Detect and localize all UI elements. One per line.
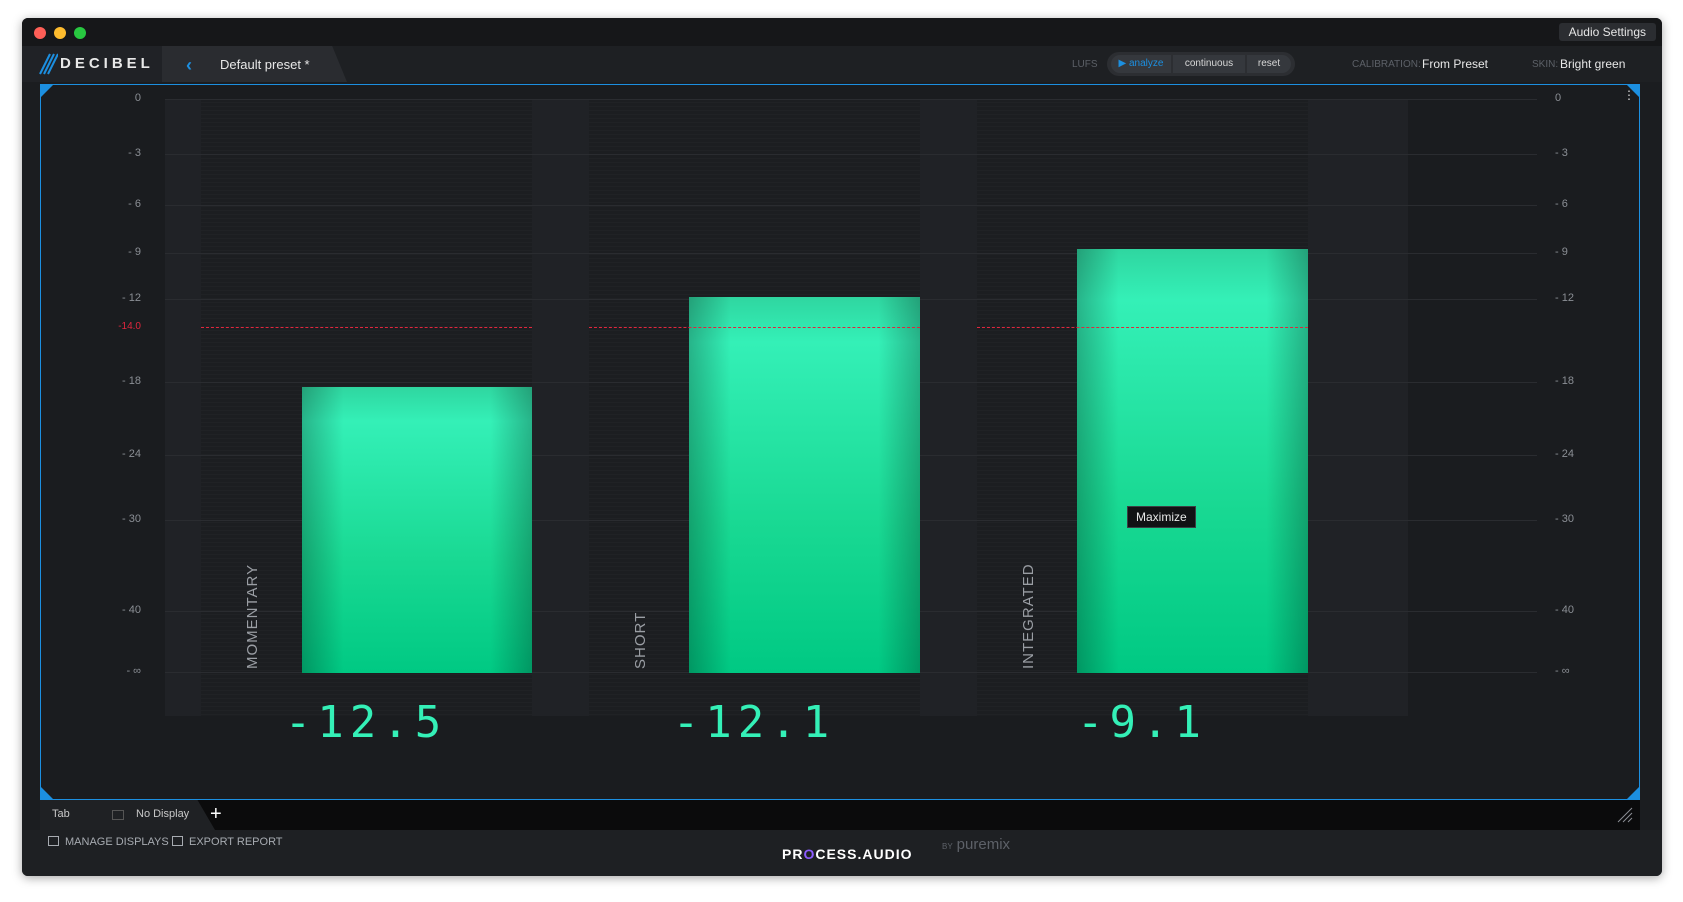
scale-tick-left: - 3 xyxy=(128,147,141,159)
scale-tick-left: - 40 xyxy=(122,604,141,616)
manage-displays-link[interactable]: MANAGE DISPLAYS xyxy=(48,836,169,848)
brand-pre: PR xyxy=(782,846,804,862)
decibel-window: Audio Settings DECIBEL ‹ Default preset … xyxy=(22,18,1662,876)
scale-tick-right: - 30 xyxy=(1555,513,1574,525)
scale-tick-left: - 30 xyxy=(122,513,141,525)
momentary-level-bar xyxy=(302,387,532,673)
panel-corner xyxy=(1627,85,1639,97)
brand-o: O xyxy=(803,846,816,862)
tab-label: Tab xyxy=(52,808,70,820)
scale-tick-left: 0 xyxy=(134,92,141,104)
puremix-logo: BY puremix xyxy=(942,836,1010,853)
calibration-label: CALIBRATION: xyxy=(1352,59,1421,70)
scale-tick-right: - 40 xyxy=(1555,604,1574,616)
display-label: No Display xyxy=(136,808,190,820)
target-line xyxy=(589,327,920,328)
grid-line xyxy=(165,154,1537,155)
momentary-readout: -12.5 xyxy=(284,697,448,748)
by-label: BY xyxy=(942,842,953,851)
meter-gap xyxy=(920,99,977,716)
meter-gap xyxy=(532,99,589,716)
short-level-bar xyxy=(689,297,920,673)
minimize-window-button[interactable] xyxy=(54,27,66,39)
process-audio-logo: PROCESS.AUDIO xyxy=(782,846,912,862)
integrated-label: INTEGRATED xyxy=(1020,563,1037,669)
grid-line xyxy=(165,205,1537,206)
panel-corner xyxy=(41,787,53,799)
scale-tick-right: - 3 xyxy=(1555,147,1568,159)
short-label: SHORT xyxy=(632,611,649,669)
audio-settings-button[interactable]: Audio Settings xyxy=(1558,23,1656,41)
lufs-label: LUFS xyxy=(1072,59,1098,70)
logo-text: DECIBEL xyxy=(60,55,154,72)
logo: DECIBEL xyxy=(22,46,162,82)
display-tab[interactable]: Tab No Display xyxy=(40,800,215,830)
preset-selector: ‹ Default preset * › xyxy=(162,46,347,82)
previous-preset-icon[interactable]: ‹ xyxy=(186,55,192,75)
export-report-link[interactable]: EXPORT REPORT xyxy=(172,836,283,848)
export-report-label: EXPORT REPORT xyxy=(189,836,283,848)
panel-corner xyxy=(41,85,53,97)
panel-menu-icon[interactable]: ⋮ xyxy=(1623,88,1635,102)
integrated-level-bar xyxy=(1077,249,1308,673)
scale-tick-right: 0 xyxy=(1555,92,1562,104)
display-tab-bar: Tab No Display + xyxy=(40,800,1640,830)
lufs-controls: ▶ analyze continuous reset xyxy=(1107,52,1295,76)
meter-gap xyxy=(165,99,201,716)
scale-tick-right: - 6 xyxy=(1555,198,1568,210)
scale-tick-left: - 18 xyxy=(122,375,141,387)
export-report-icon xyxy=(172,836,183,846)
brand-post: CESS.AUDIO xyxy=(815,846,913,862)
integrated-readout: -9.1 xyxy=(1077,697,1207,748)
loudness-meter-display[interactable]: ⋮ -14.0 MOMENTARY SHORT INTEGRATED -12.5… xyxy=(40,84,1640,800)
target-line xyxy=(977,327,1308,328)
scale-tick-left: - 12 xyxy=(122,292,141,304)
scale-tick-right: - ∞ xyxy=(1555,665,1570,677)
scale-tick-left: - 9 xyxy=(128,246,141,258)
scale-tick-right: - 24 xyxy=(1555,448,1574,460)
scale-tick-right: - 12 xyxy=(1555,292,1574,304)
continuous-button[interactable]: continuous xyxy=(1173,55,1245,73)
preset-name[interactable]: Default preset * xyxy=(220,57,310,72)
close-window-button[interactable] xyxy=(34,27,46,39)
scale-tick-left: - 6 xyxy=(128,198,141,210)
puremix-label: puremix xyxy=(956,836,1011,853)
target-line xyxy=(201,327,532,328)
panel-resize-corner[interactable] xyxy=(1627,787,1639,799)
analyze-button[interactable]: ▶ analyze xyxy=(1111,55,1171,73)
footer: MANAGE DISPLAYS EXPORT REPORT PROCESS.AU… xyxy=(22,830,1662,876)
resize-grip-icon[interactable] xyxy=(1616,806,1634,824)
grid-line xyxy=(165,99,1537,100)
scale-tick-right: - 18 xyxy=(1555,375,1574,387)
scale-tick-left: - ∞ xyxy=(126,665,141,677)
calibration-value[interactable]: From Preset xyxy=(1422,57,1489,71)
add-tab-button[interactable]: + xyxy=(210,803,222,825)
display-icon xyxy=(112,810,124,820)
scale-tick-left: - 24 xyxy=(122,448,141,460)
manage-displays-icon xyxy=(48,836,59,846)
reset-button[interactable]: reset xyxy=(1247,55,1291,73)
zoom-window-button[interactable] xyxy=(74,27,86,39)
target-level-label: -14.0 xyxy=(118,321,141,332)
title-bar: Audio Settings xyxy=(22,18,1662,46)
momentary-label: MOMENTARY xyxy=(244,563,261,669)
meter-gap xyxy=(1308,99,1408,716)
skin-value[interactable]: Bright green xyxy=(1560,57,1626,71)
skin-label: SKIN: xyxy=(1532,59,1559,70)
maximize-tooltip: Maximize xyxy=(1127,506,1196,528)
scale-tick-right: - 9 xyxy=(1555,246,1568,258)
manage-displays-label: MANAGE DISPLAYS xyxy=(65,836,169,848)
next-preset-icon[interactable]: › xyxy=(352,55,358,75)
toolbar: DECIBEL ‹ Default preset * › LUFS ▶ anal… xyxy=(22,46,1662,82)
decibel-logo-icon xyxy=(39,53,58,75)
short-readout: -12.1 xyxy=(672,697,836,748)
grid-line xyxy=(165,253,1537,254)
